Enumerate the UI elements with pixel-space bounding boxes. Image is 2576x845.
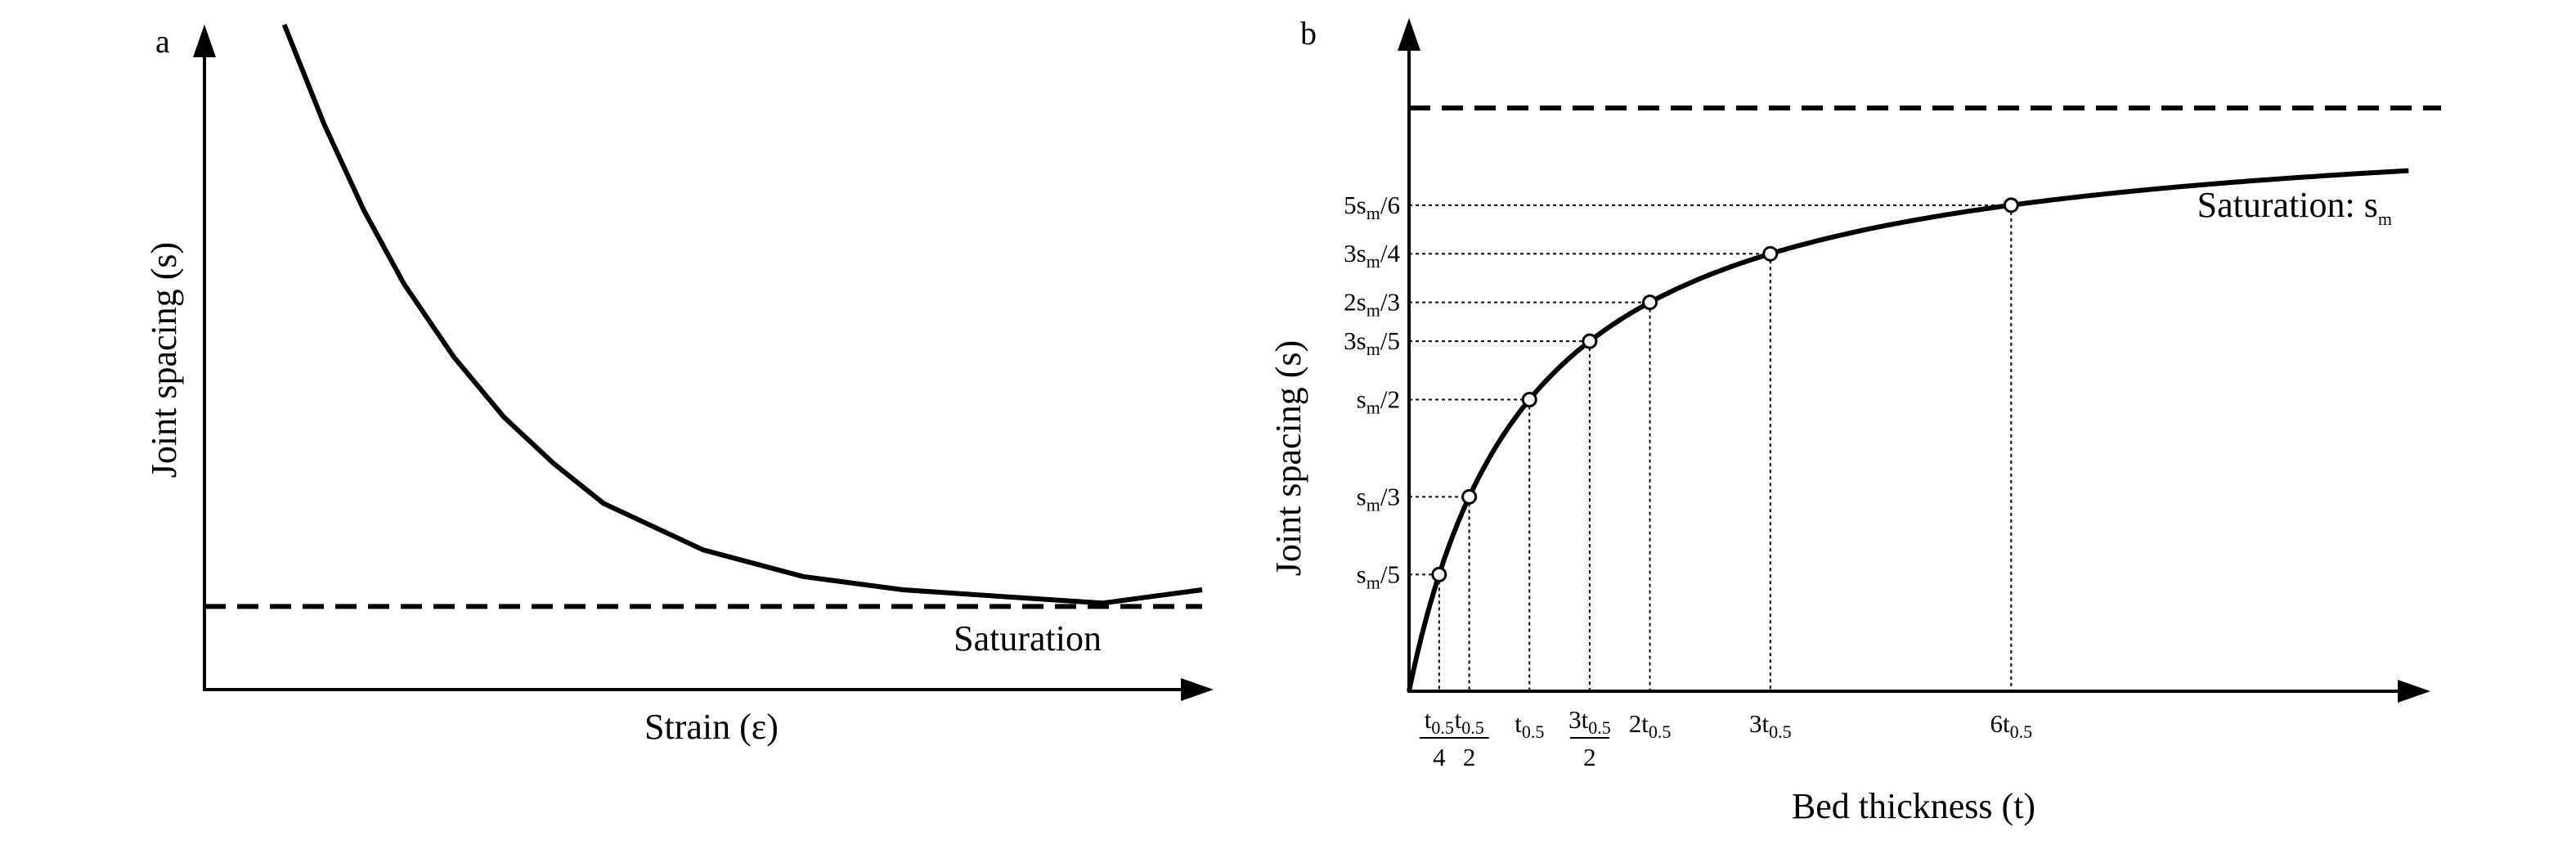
x-tick-label: 3t0.5	[1749, 709, 1792, 742]
data-point	[1642, 294, 1658, 311]
x-tick-denominator: 2	[1583, 743, 1596, 771]
panel-b-label: b	[1300, 15, 1317, 52]
panel-a-x-axis-arrow	[1181, 678, 1214, 701]
x-tick-label: t0.5 2	[1449, 705, 1489, 771]
x-tick-label: 2t0.5	[1629, 709, 1672, 742]
y-tick-label: sm/5	[1357, 560, 1400, 592]
panel-b-y-axis-arrow	[1398, 18, 1420, 51]
saturation-label-sub: m	[2378, 209, 2392, 229]
x-tick-denominator: 2	[1463, 743, 1476, 771]
x-tick-text: 2t0.5	[1629, 709, 1672, 742]
y-tick-label: sm/2	[1357, 384, 1400, 417]
x-tick-numerator: t0.5	[1455, 705, 1484, 738]
panel-b-guide-lines	[1409, 204, 2013, 691]
data-point	[1582, 333, 1598, 349]
panel-a-curve	[281, 23, 1203, 606]
data-point	[1762, 245, 1779, 262]
x-tick-text: t0.5	[1515, 709, 1544, 742]
y-tick-label: sm/3	[1357, 482, 1400, 515]
data-point	[2003, 197, 2019, 213]
y-tick-label: 2sm/3	[1344, 288, 1400, 321]
x-tick-label: t0.5	[1515, 709, 1544, 742]
panel-b-x-axis-title: Bed thickness (t)	[1792, 786, 2035, 826]
data-point	[1521, 391, 1537, 407]
data-point	[1461, 488, 1478, 505]
y-tick-label: 3sm/5	[1344, 326, 1400, 359]
y-tick-label: 3sm/4	[1344, 239, 1400, 272]
panel-a: a Saturation Strain (ε) Joint spacing (s…	[144, 23, 1214, 747]
panel-a-y-axis-arrow	[193, 25, 216, 57]
x-tick-numerator: t0.5	[1425, 705, 1454, 738]
x-tick-text: 3t0.5	[1749, 709, 1792, 742]
x-tick-label: t0.5 4	[1419, 705, 1459, 771]
panel-b: b Saturation: sm 5sm/63sm/42sm/33sm/5sm/…	[1268, 15, 2441, 826]
panel-a-x-axis-title: Strain (ε)	[644, 707, 779, 747]
x-tick-denominator: 4	[1433, 743, 1446, 771]
x-tick-text: 6t0.5	[1990, 709, 2032, 742]
panel-b-marked-points	[1431, 197, 2019, 582]
panel-a-label: a	[155, 23, 170, 60]
panel-a-y-axis-title: Joint spacing (s)	[144, 242, 184, 478]
panel-b-curve	[1407, 168, 2409, 692]
x-tick-label: 6t0.5	[1990, 709, 2032, 742]
panel-b-y-tick-labels: 5sm/6 3sm/4 2sm/3 3sm/5 sm/2 sm/3 sm/5	[1344, 191, 1400, 593]
x-tick-numerator: 3t0.5	[1568, 705, 1611, 738]
panel-b-y-axis-title: Joint spacing (s)	[1268, 340, 1308, 576]
panel-b-saturation-label: Saturation: sm	[2197, 185, 2392, 229]
data-point	[1431, 566, 1447, 582]
saturation-label-text: Saturation: s	[2197, 185, 2378, 225]
y-tick-label: 5sm/6	[1344, 191, 1400, 223]
panel-a-saturation-label: Saturation	[954, 618, 1102, 658]
x-tick-label: 3t0.5 2	[1568, 705, 1611, 771]
panel-b-x-axis-arrow	[2398, 680, 2430, 703]
